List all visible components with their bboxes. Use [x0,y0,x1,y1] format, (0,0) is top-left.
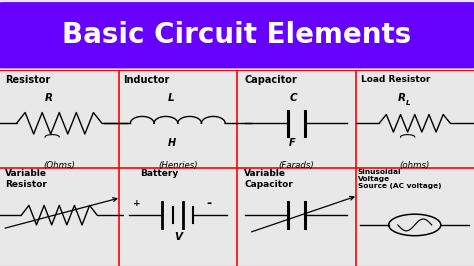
Text: R: R [398,93,406,103]
Text: Battery: Battery [140,169,178,178]
Text: +: + [133,199,140,208]
Text: (Ohms): (Ohms) [43,161,75,171]
Text: Variable
Resistor: Variable Resistor [5,169,47,189]
Text: Inductor: Inductor [123,75,170,85]
Text: R: R [45,93,53,103]
Text: -: - [206,197,211,210]
Text: F: F [289,138,296,148]
Text: Sinusoidal
Voltage
Source (AC voltage): Sinusoidal Voltage Source (AC voltage) [358,169,441,189]
Text: (Henries): (Henries) [158,161,198,171]
Text: V: V [174,232,182,242]
FancyBboxPatch shape [0,3,474,68]
Text: (ohms): (ohms) [400,161,430,171]
Text: Variable
Capacitor: Variable Capacitor [244,169,293,189]
Text: Resistor: Resistor [5,75,50,85]
Text: Basic Circuit Elements: Basic Circuit Elements [63,21,411,49]
Text: Capacitor: Capacitor [244,75,297,85]
Text: H: H [168,138,176,148]
Text: L: L [406,100,410,106]
Text: C: C [289,93,297,103]
Text: (Farads): (Farads) [278,161,314,171]
Text: Load Resistor: Load Resistor [361,75,430,84]
Text: L: L [168,93,175,103]
